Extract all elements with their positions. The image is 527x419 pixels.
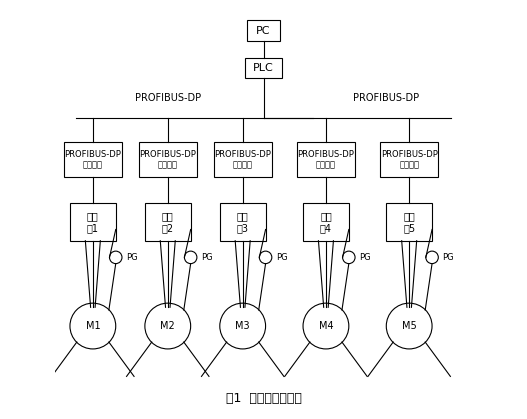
FancyBboxPatch shape	[213, 142, 272, 177]
FancyBboxPatch shape	[247, 20, 280, 41]
Text: M3: M3	[236, 321, 250, 331]
Text: PG: PG	[359, 253, 371, 262]
Text: PROFIBUS-DP: PROFIBUS-DP	[135, 93, 201, 103]
Text: 图1  控制系统结构图: 图1 控制系统结构图	[226, 392, 301, 405]
FancyBboxPatch shape	[139, 142, 197, 177]
Text: PG: PG	[201, 253, 213, 262]
Circle shape	[343, 251, 355, 264]
Text: 变频
器5: 变频 器5	[403, 211, 415, 233]
Text: M4: M4	[319, 321, 333, 331]
Text: M1: M1	[85, 321, 100, 331]
Text: PG: PG	[443, 253, 454, 262]
FancyBboxPatch shape	[64, 142, 122, 177]
Text: PLC: PLC	[253, 63, 274, 73]
Text: PROFIBUS-DP
转换接口: PROFIBUS-DP 转换接口	[64, 150, 121, 169]
Text: PROFIBUS-DP
转换接口: PROFIBUS-DP 转换接口	[298, 150, 354, 169]
Circle shape	[386, 303, 432, 349]
Circle shape	[110, 251, 122, 264]
Text: 变频
器2: 变频 器2	[162, 211, 174, 233]
Text: PROFIBUS-DP
转换接口: PROFIBUS-DP 转换接口	[214, 150, 271, 169]
FancyBboxPatch shape	[245, 57, 282, 78]
Text: 变频
器3: 变频 器3	[237, 211, 249, 233]
Text: PG: PG	[276, 253, 288, 262]
Circle shape	[145, 303, 191, 349]
Circle shape	[426, 251, 438, 264]
FancyBboxPatch shape	[220, 203, 266, 241]
FancyBboxPatch shape	[297, 142, 355, 177]
Text: PROFIBUS-DP
转换接口: PROFIBUS-DP 转换接口	[139, 150, 196, 169]
Text: PROFIBUS-DP: PROFIBUS-DP	[353, 93, 419, 103]
Text: 变频
器4: 变频 器4	[320, 211, 332, 233]
FancyBboxPatch shape	[380, 142, 438, 177]
FancyBboxPatch shape	[386, 203, 432, 241]
Text: PC: PC	[256, 26, 271, 36]
Text: 变频
器1: 变频 器1	[87, 211, 99, 233]
FancyBboxPatch shape	[145, 203, 191, 241]
FancyBboxPatch shape	[70, 203, 116, 241]
Text: M2: M2	[160, 321, 175, 331]
Text: PG: PG	[126, 253, 138, 262]
Circle shape	[70, 303, 116, 349]
FancyBboxPatch shape	[303, 203, 349, 241]
Circle shape	[184, 251, 197, 264]
Text: M5: M5	[402, 321, 416, 331]
Circle shape	[220, 303, 266, 349]
Circle shape	[303, 303, 349, 349]
Circle shape	[259, 251, 272, 264]
Text: PROFIBUS-DP
转换接口: PROFIBUS-DP 转换接口	[380, 150, 437, 169]
